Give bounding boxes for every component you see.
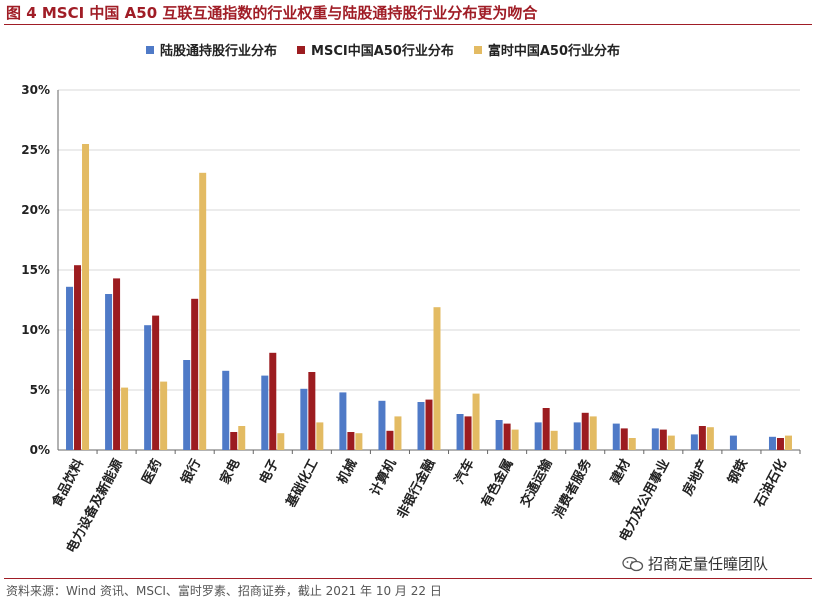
- watermark: 招商定量任瞳团队: [622, 553, 768, 574]
- y-tick-label: 15%: [21, 263, 50, 277]
- bar-msci: [776, 438, 784, 450]
- bar-ftse: [199, 172, 207, 451]
- bar-ftse: [433, 307, 441, 450]
- x-tick-label: 医药: [139, 456, 165, 486]
- bar-ftse: [472, 393, 480, 450]
- bar-ftse: [628, 438, 636, 450]
- bar-northbound: [144, 325, 152, 450]
- legend-label-ftse: 富时中国A50行业分布: [487, 44, 621, 59]
- bar-northbound: [183, 360, 191, 450]
- bar-msci: [464, 416, 472, 450]
- legend-swatch-msci: [297, 45, 306, 54]
- bar-ftse: [238, 426, 246, 450]
- legend-item-msci: MSCI中国A50行业分布: [297, 40, 454, 59]
- bar-msci: [581, 412, 589, 450]
- bar-northbound: [417, 402, 425, 450]
- source-note: 资料来源：Wind 资讯、MSCI、富时罗素、招商证券，截止 2021 年 10…: [6, 584, 442, 598]
- x-tick-label: 石油石化: [751, 456, 790, 510]
- bar-northbound: [300, 388, 308, 450]
- y-tick-label: 5%: [30, 383, 50, 397]
- legend-swatch-northbound: [146, 45, 154, 54]
- chart-legend: 陆股通持股行业分布 MSCI中国A50行业分布 富时中国A50行业分布: [146, 40, 620, 59]
- bar-msci: [620, 428, 628, 450]
- bar-ftse: [589, 416, 597, 450]
- bar-northbound: [690, 434, 698, 450]
- legend-item-ftse: 富时中国A50行业分布: [473, 40, 621, 59]
- bar-ftse: [667, 435, 675, 450]
- bar-ftse: [706, 427, 714, 450]
- bar-msci: [386, 430, 394, 450]
- y-tick-label: 10%: [21, 323, 50, 337]
- bar-northbound: [612, 423, 620, 450]
- bar-ftse: [82, 144, 90, 450]
- bar-northbound: [768, 436, 776, 450]
- bar-msci: [347, 432, 355, 450]
- x-tick-label: 有色金属: [478, 456, 517, 509]
- bar-msci: [191, 298, 199, 450]
- bar-msci: [113, 278, 121, 450]
- x-tick-label: 银行: [178, 456, 204, 486]
- bar-msci: [425, 399, 433, 450]
- bar-ftse: [394, 416, 402, 450]
- figure-title: 图 4 MSCI 中国 A50 互联互通指数的行业权重与陆股通持股行业分布更为吻…: [6, 4, 538, 22]
- bar-northbound: [573, 422, 581, 450]
- legend-item-northbound: 陆股通持股行业分布: [146, 40, 277, 59]
- bar-msci: [74, 265, 82, 450]
- x-tick-label: 家电: [217, 456, 243, 486]
- bar-msci: [152, 315, 160, 450]
- bar-msci: [230, 432, 238, 450]
- bar-ftse: [277, 433, 285, 450]
- bar-northbound: [456, 414, 464, 450]
- title-divider: [4, 24, 812, 25]
- x-tick-label: 基础化工: [282, 456, 321, 510]
- x-tick-label: 建材: [607, 456, 633, 486]
- bar-ftse: [511, 429, 519, 450]
- bar-ftse: [355, 433, 363, 450]
- x-tick-label: 电子: [256, 456, 282, 486]
- legend-label-msci: MSCI中国A50行业分布: [311, 44, 454, 59]
- bar-ftse: [121, 387, 129, 450]
- bar-msci: [698, 426, 706, 450]
- bar-northbound: [105, 294, 113, 450]
- bar-ftse: [316, 422, 324, 450]
- bar-northbound: [495, 420, 503, 450]
- y-tick-label: 0%: [30, 443, 50, 457]
- bar-ftse: [784, 435, 792, 450]
- x-tick-label: 钢铁: [725, 456, 751, 486]
- bar-northbound: [378, 400, 386, 450]
- x-tick-label: 计算机: [367, 456, 399, 498]
- x-tick-label: 房地产: [679, 456, 711, 498]
- footer-divider: [4, 578, 812, 579]
- y-tick-label: 30%: [21, 83, 50, 97]
- bar-northbound: [651, 428, 659, 450]
- bar-northbound: [534, 422, 542, 450]
- wechat-icon: [622, 556, 644, 571]
- legend-label-northbound: 陆股通持股行业分布: [160, 44, 278, 59]
- bar-msci: [503, 423, 511, 450]
- legend-swatch-ftse: [473, 45, 482, 54]
- y-tick-label: 25%: [21, 143, 50, 157]
- x-tick-label: 非银行金融: [394, 456, 439, 521]
- bar-northbound: [261, 375, 269, 450]
- x-tick-label: 机械: [334, 456, 360, 486]
- bar-ftse: [160, 381, 168, 450]
- watermark-text: 招商定量任瞳团队: [648, 555, 769, 573]
- x-tick-label: 交通运输: [517, 455, 556, 509]
- bar-ftse: [550, 430, 558, 450]
- bar-northbound: [339, 392, 347, 450]
- bar-northbound: [222, 370, 230, 450]
- x-tick-label: 食品饮料: [49, 456, 88, 509]
- bar-msci: [659, 429, 667, 450]
- bar-msci: [308, 372, 316, 450]
- x-tick-label: 消费者服务: [550, 455, 595, 521]
- bar-msci: [542, 408, 550, 450]
- y-tick-label: 20%: [21, 203, 50, 217]
- bar-msci: [269, 352, 277, 450]
- bar-northbound: [66, 286, 74, 450]
- x-tick-label: 汽车: [451, 456, 477, 486]
- bar-northbound: [729, 435, 737, 450]
